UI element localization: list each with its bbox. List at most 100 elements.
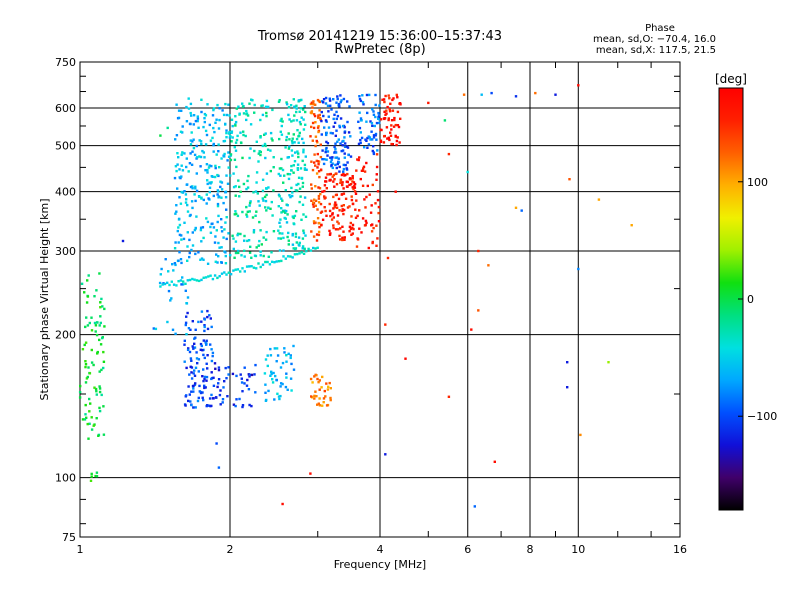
echo-point <box>288 145 291 148</box>
echo-point <box>288 173 292 176</box>
echo-point <box>376 198 380 202</box>
echo-point <box>199 165 202 168</box>
echo-point <box>99 301 102 304</box>
echo-point <box>338 165 341 169</box>
echo-point <box>203 156 206 159</box>
echo-point <box>174 332 177 335</box>
echo-point <box>235 212 238 216</box>
echo-point <box>277 395 281 398</box>
echo-point <box>220 226 223 229</box>
echo-point <box>343 156 346 159</box>
echo-point <box>197 126 200 129</box>
echo-point <box>254 363 257 367</box>
echo-point <box>206 309 209 313</box>
echo-point <box>630 224 633 227</box>
echo-point <box>493 460 496 463</box>
echo-point <box>354 216 358 219</box>
echo-point <box>295 183 298 187</box>
echo-point <box>319 118 322 121</box>
echo-point <box>90 348 93 352</box>
echo-point <box>258 220 261 224</box>
echo-point <box>202 339 205 342</box>
echo-point <box>314 121 317 124</box>
echo-point <box>270 370 273 373</box>
echo-point <box>339 181 342 184</box>
echo-point <box>214 235 217 238</box>
echo-point <box>285 221 289 224</box>
echo-point <box>190 200 194 203</box>
echo-point <box>322 101 325 104</box>
echo-point <box>192 114 196 117</box>
echo-point <box>297 141 300 144</box>
echo-point <box>206 262 210 265</box>
echo-point <box>167 289 171 293</box>
echo-point <box>295 137 299 141</box>
echo-point <box>373 124 376 128</box>
echo-point <box>286 213 289 216</box>
echo-point <box>212 150 215 153</box>
echo-point <box>263 142 267 146</box>
echo-point <box>338 234 341 238</box>
echo-point <box>399 117 402 120</box>
echo-point <box>216 193 219 196</box>
echo-point <box>374 103 377 107</box>
echo-point <box>195 351 198 354</box>
echo-point <box>324 196 327 199</box>
echo-point <box>298 120 302 124</box>
echo-point <box>298 187 302 190</box>
echo-point <box>201 349 204 352</box>
echo-point <box>291 232 294 236</box>
x-tick-label: 10 <box>571 543 585 556</box>
echo-point <box>365 221 368 225</box>
echo-point <box>360 136 364 140</box>
echo-point <box>339 179 343 182</box>
echo-point <box>287 352 290 355</box>
echo-point <box>284 189 287 192</box>
echo-point <box>326 388 330 391</box>
echo-point <box>220 188 224 191</box>
echo-point <box>363 146 366 149</box>
echo-point <box>279 174 282 177</box>
y-axis-label: Stationary phase Virtual Height [km] <box>38 198 51 400</box>
echo-point <box>179 176 182 180</box>
echo-point <box>98 338 101 342</box>
echo-point <box>271 139 274 142</box>
echo-point <box>313 114 317 118</box>
echo-point <box>275 347 279 350</box>
echo-point <box>186 279 189 282</box>
echo-point <box>217 382 220 385</box>
echo-point <box>369 120 372 123</box>
echo-point <box>227 132 231 135</box>
echo-point <box>261 113 265 117</box>
echo-point <box>323 158 326 161</box>
echo-point <box>166 320 169 324</box>
echo-point <box>160 267 163 271</box>
echo-point <box>368 193 371 196</box>
echo-point <box>334 142 337 145</box>
echo-point <box>348 183 351 187</box>
echo-point <box>195 215 198 218</box>
echo-point <box>192 390 195 393</box>
echo-point <box>313 394 316 398</box>
echo-point <box>324 148 328 151</box>
echo-point <box>351 232 354 235</box>
echo-point <box>176 152 179 155</box>
echo-point <box>328 229 331 233</box>
echo-point <box>202 258 205 261</box>
echo-point <box>206 367 209 370</box>
echo-point <box>195 357 199 360</box>
echo-point <box>348 205 351 208</box>
echo-point <box>315 159 318 163</box>
echo-point <box>354 192 358 195</box>
echo-point <box>193 193 196 196</box>
echo-point <box>258 239 261 243</box>
echo-point <box>313 198 316 201</box>
echo-point <box>278 99 281 102</box>
echo-point <box>243 366 246 369</box>
echo-point <box>191 345 194 348</box>
echo-point <box>232 237 235 240</box>
echo-point <box>248 265 251 268</box>
echo-point <box>189 328 192 331</box>
echo-point <box>154 327 158 331</box>
echo-point <box>322 98 326 101</box>
